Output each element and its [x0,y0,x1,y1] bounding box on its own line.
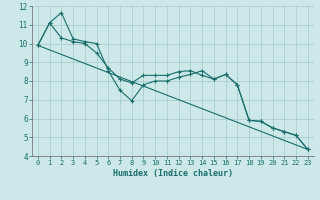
X-axis label: Humidex (Indice chaleur): Humidex (Indice chaleur) [113,169,233,178]
